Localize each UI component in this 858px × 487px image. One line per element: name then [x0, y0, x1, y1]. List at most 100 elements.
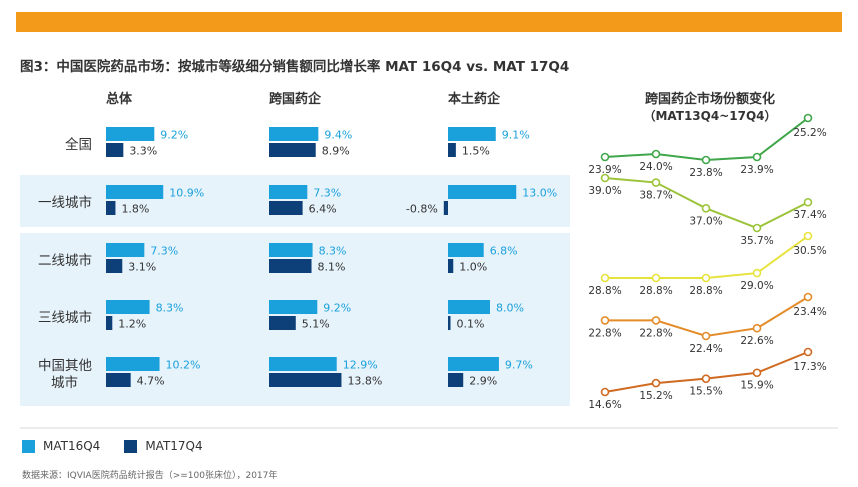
- trend-point-1-1: [651, 178, 661, 187]
- trend-point-4-0: [600, 387, 610, 397]
- trend-label-0-1: 24.0%: [639, 161, 672, 173]
- bar-label-mat17-r1-p2: -0.8%: [406, 203, 438, 216]
- trend-label-0-3: 23.9%: [740, 164, 773, 176]
- bar-mat17-r2-p2: [448, 259, 454, 273]
- bar-mat16-r1-p2: [448, 185, 517, 199]
- trend-label-4-4: 17.3%: [793, 361, 826, 373]
- bar-label-mat16-r1-p1: 7.3%: [313, 187, 341, 200]
- trend-point-0-1: [651, 149, 661, 159]
- category-label-3: 三线城市: [38, 309, 92, 326]
- trend-point-3-3: [752, 323, 762, 333]
- category-label-2: 二线城市: [38, 252, 92, 269]
- bar-label-mat17-r2-p0: 3.1%: [128, 261, 156, 274]
- trend-label-4-3: 15.9%: [740, 380, 773, 392]
- bar-label-mat16-r0-p0: 9.2%: [160, 129, 188, 142]
- trend-point-0-2: [701, 155, 711, 165]
- bar-mat16-r4-p0: [106, 357, 160, 371]
- bar-mat16-r4-p2: [448, 357, 499, 371]
- bar-mat17-r3-p1: [269, 316, 296, 330]
- trend-label-0-0: 23.9%: [588, 164, 621, 176]
- category-label-1: 一线城市: [38, 194, 92, 211]
- trend-label-1-2: 37.0%: [689, 215, 722, 227]
- trend-label-3-2: 22.4%: [689, 343, 722, 355]
- trend-point-2-0: [600, 273, 610, 283]
- bar-label-mat16-r4-p0: 10.2%: [166, 359, 201, 372]
- bar-label-mat17-r2-p2: 1.0%: [459, 261, 487, 274]
- bar-label-mat17-r2-p1: 8.1%: [318, 261, 346, 274]
- trend-point-4-2: [701, 374, 711, 383]
- bar-mat16-r4-p1: [269, 357, 337, 371]
- bar-label-mat16-r3-p2: 8.0%: [496, 302, 524, 315]
- bar-mat16-r2-p1: [269, 243, 313, 257]
- bar-mat17-r3-p2: [448, 316, 451, 330]
- bar-label-mat16-r2-p2: 6.8%: [490, 245, 518, 258]
- trend-point-2-3: [752, 268, 762, 278]
- bar-mat17-r0-p2: [448, 143, 456, 157]
- bar-label-mat16-r4-p1: 12.9%: [343, 359, 378, 372]
- source-note: 数据来源：IQVIA医院药品统计报告（>=100张床位），2017年: [22, 471, 278, 481]
- trend-point-1-4: [803, 197, 813, 207]
- trend-point-2-4: [803, 231, 813, 241]
- bar-mat17-r4-p2: [448, 373, 464, 387]
- trend-line-2: [605, 235, 809, 279]
- bar-mat16-r1-p0: [106, 185, 164, 199]
- bar-label-mat16-r0-p2: 9.1%: [502, 129, 530, 142]
- trend-label-0-2: 23.8%: [689, 167, 722, 179]
- trend-point-4-3: [752, 368, 762, 378]
- trend-point-4-1: [651, 378, 661, 388]
- bar-label-mat17-r3-p0: 1.2%: [118, 318, 146, 331]
- trend-label-1-1: 38.7%: [639, 190, 672, 202]
- panel-header-0: 总体: [106, 91, 133, 107]
- trend-label-3-3: 22.6%: [740, 335, 773, 347]
- bar-mat16-r3-p1: [269, 300, 318, 314]
- bar-label-mat17-r0-p0: 3.3%: [129, 145, 157, 158]
- trend-point-1-3: [752, 223, 762, 233]
- bar-mat16-r3-p0: [106, 300, 150, 314]
- trend-label-3-4: 23.4%: [793, 306, 826, 318]
- trend-point-0-3: [752, 152, 762, 162]
- category-label-0: 全国: [65, 136, 92, 153]
- trend-label-1-4: 37.4%: [793, 209, 826, 221]
- legend-swatch-mat16: [22, 439, 35, 453]
- bar-label-mat17-r3-p2: 0.1%: [457, 318, 485, 331]
- trend-label-3-0: 22.8%: [588, 327, 621, 339]
- bar-label-mat16-r1-p2: 13.0%: [522, 187, 557, 200]
- bar-label-mat17-r1-p0: 1.8%: [121, 203, 149, 216]
- bar-label-mat17-r3-p1: 5.1%: [302, 318, 330, 331]
- legend-item-mat16: MAT16Q4: [22, 439, 100, 453]
- bar-label-mat17-r4-p2: 2.9%: [469, 375, 497, 388]
- bar-mat17-r1-p0: [106, 201, 116, 215]
- bar-mat17-r0-p1: [269, 143, 316, 157]
- legend-label-mat16: MAT16Q4: [43, 439, 101, 453]
- trend-title: 跨国药企市场份额变化: [645, 91, 775, 107]
- trend-point-2-1: [651, 273, 661, 283]
- category-label-4-line2: 城市: [51, 374, 78, 391]
- page-title: 图3：中国医院药品市场：按城市等级细分销售额同比增长率 MAT 16Q4 vs.…: [20, 59, 570, 75]
- trend-label-2-0: 28.8%: [588, 285, 621, 297]
- trend-point-1-2: [701, 204, 711, 213]
- trend-point-1-0: [600, 173, 610, 183]
- trend-line-3: [605, 296, 809, 338]
- bar-mat16-r2-p0: [106, 243, 145, 257]
- legend: MAT16Q4 MAT17Q4: [22, 439, 227, 453]
- category-label-4: 中国其他: [38, 358, 92, 374]
- bar-mat16-r3-p2: [448, 300, 490, 314]
- trend-point-3-4: [803, 292, 813, 302]
- trend-subtitle: （MAT13Q4~17Q4）: [643, 108, 776, 123]
- bar-label-mat17-r4-p0: 4.7%: [137, 375, 165, 388]
- trend-point-3-1: [651, 316, 661, 325]
- trend-label-0-4: 25.2%: [793, 127, 826, 139]
- bar-mat17-r3-p0: [106, 316, 113, 330]
- trend-label-3-1: 22.8%: [639, 327, 672, 339]
- bar-label-mat16-r3-p1: 9.2%: [323, 302, 351, 315]
- bar-mat17-r1-p1: [269, 201, 303, 215]
- bar-label-mat16-r3-p0: 8.3%: [156, 302, 184, 315]
- trend-point-3-0: [600, 316, 610, 325]
- bar-label-mat17-r4-p1: 13.8%: [347, 375, 382, 388]
- trend-label-4-0: 14.6%: [588, 399, 621, 411]
- legend-item-mat17: MAT17Q4: [124, 439, 203, 453]
- bar-mat16-r2-p2: [448, 243, 484, 257]
- bar-mat16-r0-p2: [448, 127, 496, 141]
- bar-label-mat16-r4-p2: 9.7%: [505, 359, 533, 372]
